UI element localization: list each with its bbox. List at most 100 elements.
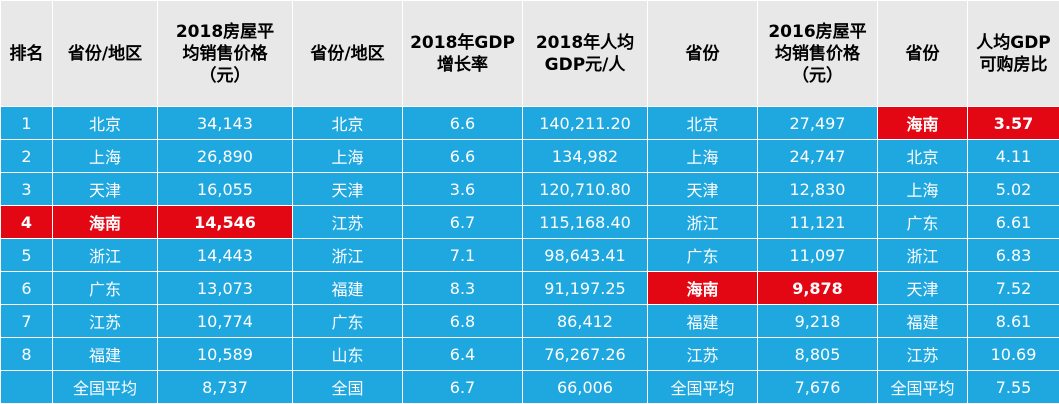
header-province: 省份/地区 — [52, 0, 158, 107]
cell-province: 浙江 — [52, 238, 158, 272]
cell-province-price-2016: 北京 — [647, 106, 758, 140]
cell-province-gdp-growth: 天津 — [292, 172, 403, 206]
cell-rank: 6 — [0, 271, 53, 305]
header-gdp-house-ratio: 人均GDP 可购房比 — [967, 0, 1059, 107]
header-line: 可购房比 — [979, 54, 1048, 75]
cell-province-ratio: 全国平均 — [877, 370, 968, 404]
cell-rank: 5 — [0, 238, 53, 272]
cell-province-gdp-growth: 山东 — [292, 337, 403, 371]
header-line: 人均GDP — [976, 32, 1051, 53]
header-line: 增长率 — [437, 54, 488, 75]
table-row: 1 北京 34,143 北京 6.6 140,211.20 北京 27,497 海南 3.57 — [0, 106, 1059, 140]
cell-gdp-house-ratio: 6.61 — [967, 205, 1059, 239]
cell-province-ratio: 江苏 — [877, 337, 968, 371]
header-line: 2018房屋平 — [175, 21, 275, 42]
cell-rank: 3 — [0, 172, 53, 206]
cell-gdp-growth-2018: 3.6 — [402, 172, 523, 206]
cell-gdp-per-capita-2018: 134,982 — [522, 139, 648, 173]
header-province-price-2016: 省份 — [647, 0, 758, 107]
cell-price-2016: 12,830 — [757, 172, 878, 206]
header-gdp-growth-2018: 2018年GDP 增长率 — [402, 0, 523, 107]
cell-price-2016: 8,805 — [757, 337, 878, 371]
cell-price-2018: 8,737 — [157, 370, 293, 404]
header-line: 省份 — [685, 43, 720, 64]
header-province-ratio: 省份 — [877, 0, 968, 107]
table-row: 3 天津 16,055 天津 3.6 120,710.80 天津 12,830 上海 5.02 — [0, 172, 1059, 206]
table-row: 7 江苏 10,774 广东 6.8 86,412 福建 9,218 福建 8.61 — [0, 304, 1059, 338]
cell-gdp-per-capita-2018: 86,412 — [522, 304, 648, 338]
cell-price-2016: 9,878 — [757, 271, 878, 305]
cell-price-2018: 26,890 — [157, 139, 293, 173]
cell-gdp-growth-2018: 6.7 — [402, 370, 523, 404]
cell-gdp-per-capita-2018: 66,006 — [522, 370, 648, 404]
cell-price-2018: 34,143 — [157, 106, 293, 140]
cell-gdp-growth-2018: 7.1 — [402, 238, 523, 272]
cell-price-2018: 14,443 — [157, 238, 293, 272]
cell-rank: 2 — [0, 139, 53, 173]
cell-province-ratio: 福建 — [877, 304, 968, 338]
cell-price-2016: 11,097 — [757, 238, 878, 272]
cell-province-gdp-growth: 江苏 — [292, 205, 403, 239]
cell-province-price-2016: 浙江 — [647, 205, 758, 239]
cell-price-2016: 24,747 — [757, 139, 878, 173]
cell-province-price-2016: 福建 — [647, 304, 758, 338]
cell-gdp-growth-2018: 6.8 — [402, 304, 523, 338]
cell-gdp-house-ratio: 4.11 — [967, 139, 1059, 173]
cell-gdp-growth-2018: 6.7 — [402, 205, 523, 239]
cell-rank: 8 — [0, 337, 53, 371]
cell-province-gdp-growth: 上海 — [292, 139, 403, 173]
header-row: 排名 省份/地区 2018房屋平 均销售价格 （元） 省份/地区 2018年GDP 增长率 20… — [0, 0, 1059, 107]
cell-price-2016: 7,676 — [757, 370, 878, 404]
cell-province-ratio: 上海 — [877, 172, 968, 206]
cell-gdp-per-capita-2018: 140,211.20 — [522, 106, 648, 140]
cell-province-ratio: 天津 — [877, 271, 968, 305]
cell-rank: 4 — [0, 205, 53, 239]
cell-gdp-per-capita-2018: 76,267.26 — [522, 337, 648, 371]
cell-province-gdp-growth: 浙江 — [292, 238, 403, 272]
table-row: 全国平均 8,737 全国 6.7 66,006 全国平均 7,676 全国平均 7.55 — [0, 370, 1059, 404]
header-line: （元） — [792, 65, 843, 86]
cell-province: 江苏 — [52, 304, 158, 338]
cell-province-ratio: 广东 — [877, 205, 968, 239]
cell-price-2018: 10,589 — [157, 337, 293, 371]
header-line: 省份/地区 — [310, 43, 385, 64]
header-line: 排名 — [9, 43, 44, 64]
cell-province-price-2016: 天津 — [647, 172, 758, 206]
cell-gdp-growth-2018: 6.6 — [402, 139, 523, 173]
cell-gdp-per-capita-2018: 120,710.80 — [522, 172, 648, 206]
cell-price-2018: 13,073 — [157, 271, 293, 305]
header-line: 2016房屋平 — [768, 21, 867, 42]
table-row: 8 福建 10,589 山东 6.4 76,267.26 江苏 8,805 江苏 10.69 — [0, 337, 1059, 371]
cell-gdp-house-ratio: 7.52 — [967, 271, 1059, 305]
header-line: 省份/地区 — [67, 43, 143, 64]
table-row: 2 上海 26,890 上海 6.6 134,982 上海 24,747 北京 4.11 — [0, 139, 1059, 173]
header-price-2016: 2016房屋平 均销售价格 （元） — [757, 0, 878, 107]
cell-rank: 1 — [0, 106, 53, 140]
header-line: 2018年人均 — [535, 32, 635, 53]
cell-price-2016: 27,497 — [757, 106, 878, 140]
cell-price-2018: 10,774 — [157, 304, 293, 338]
header-province-gdp-growth: 省份/地区 — [292, 0, 403, 107]
table-header: 排名 省份/地区 2018房屋平 均销售价格 （元） 省份/地区 2018年GDP 增长率 20… — [0, 0, 1059, 107]
cell-province-ratio: 北京 — [877, 139, 968, 173]
header-line: 均销售价格 — [775, 43, 860, 64]
header-line: 均销售价格 — [182, 43, 268, 64]
cell-gdp-house-ratio: 8.61 — [967, 304, 1059, 338]
header-gdp-per-capita-2018: 2018年人均 GDP元/人 — [522, 0, 648, 107]
cell-rank — [0, 370, 53, 404]
cell-province-gdp-growth: 广东 — [292, 304, 403, 338]
cell-gdp-growth-2018: 8.3 — [402, 271, 523, 305]
table-body: 1 北京 34,143 北京 6.6 140,211.20 北京 27,497 海南 3.57 2 上… — [0, 106, 1059, 404]
header-price-2018: 2018房屋平 均销售价格 （元） — [157, 0, 293, 107]
cell-province: 天津 — [52, 172, 158, 206]
cell-price-2016: 11,121 — [757, 205, 878, 239]
cell-gdp-per-capita-2018: 115,168.40 — [522, 205, 648, 239]
cell-gdp-house-ratio: 5.02 — [967, 172, 1059, 206]
cell-province: 海南 — [52, 205, 158, 239]
cell-price-2016: 9,218 — [757, 304, 878, 338]
cell-province-ratio: 浙江 — [877, 238, 968, 272]
cell-province-gdp-growth: 北京 — [292, 106, 403, 140]
cell-rank: 7 — [0, 304, 53, 338]
cell-province: 北京 — [52, 106, 158, 140]
